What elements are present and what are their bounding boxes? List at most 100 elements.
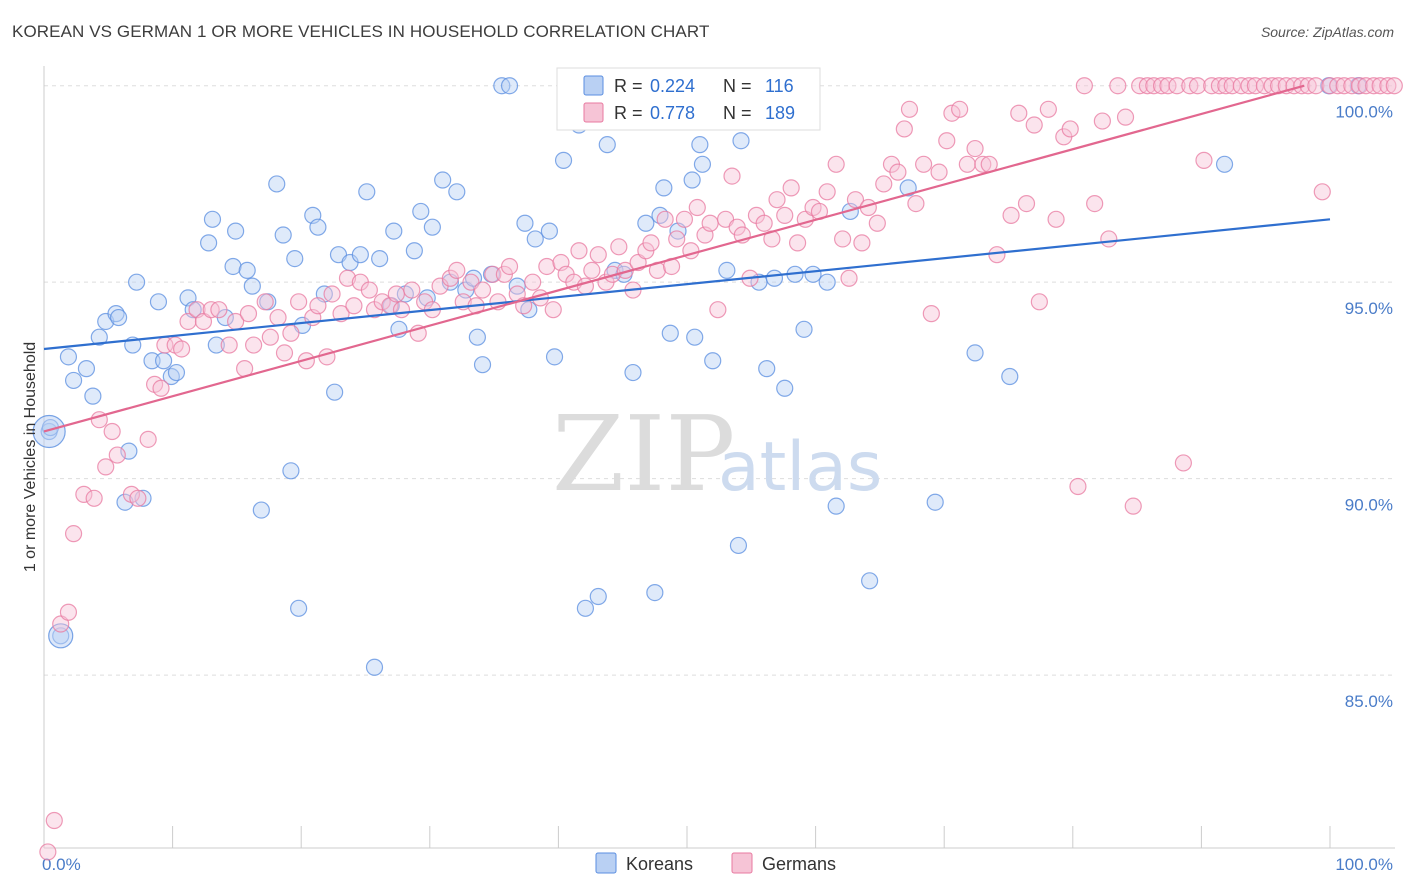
german-point bbox=[152, 379, 170, 397]
german-point bbox=[958, 155, 976, 173]
korean-point bbox=[718, 261, 736, 279]
korean-point bbox=[238, 261, 256, 279]
german-point bbox=[834, 230, 852, 248]
korean-point bbox=[84, 387, 102, 405]
german-point bbox=[360, 281, 378, 299]
korean-point bbox=[795, 320, 813, 338]
german-point bbox=[688, 198, 706, 217]
korean-point bbox=[405, 242, 423, 260]
german-point bbox=[473, 281, 492, 299]
german-point bbox=[1047, 210, 1065, 228]
legend-german-swatch bbox=[583, 102, 604, 123]
trend-lines bbox=[43, 84, 1331, 433]
german-point bbox=[1174, 454, 1192, 472]
german-point bbox=[173, 340, 191, 358]
grid-lines bbox=[44, 85, 1395, 676]
korean-point bbox=[274, 226, 292, 244]
korean-point bbox=[598, 136, 616, 154]
german-point bbox=[709, 301, 727, 319]
korean-point bbox=[243, 277, 261, 295]
german-point bbox=[1030, 293, 1048, 311]
german-point bbox=[1246, 77, 1265, 95]
german-point bbox=[875, 175, 893, 193]
y-axis-title: 1 or more Vehicles in Household bbox=[22, 342, 39, 572]
korean-point bbox=[500, 77, 519, 95]
german-points bbox=[39, 77, 1403, 861]
german-point bbox=[1039, 100, 1057, 118]
legend-korean-r-label: R = bbox=[614, 76, 643, 96]
german-point bbox=[1168, 77, 1186, 95]
chart-source: Source: ZipAtlas.com bbox=[1260, 24, 1394, 40]
korean-point bbox=[286, 250, 304, 268]
bottom-legend-german-swatch bbox=[731, 852, 753, 874]
korean-point bbox=[423, 218, 441, 236]
korean-point bbox=[59, 348, 78, 366]
korean-point bbox=[776, 379, 794, 397]
korean-point bbox=[109, 308, 128, 327]
korean-point bbox=[309, 218, 327, 236]
korean-point bbox=[683, 171, 701, 189]
korean-point bbox=[516, 214, 534, 232]
legend: R = 0.224 N = 116 R = 0.778 N = 189 bbox=[556, 67, 821, 131]
korean-point bbox=[227, 222, 245, 240]
german-point bbox=[448, 261, 466, 279]
korean-point bbox=[154, 352, 173, 370]
y-tick-label: 90.0% bbox=[1345, 496, 1393, 515]
german-point bbox=[85, 489, 103, 507]
german-point bbox=[108, 446, 126, 464]
german-point bbox=[930, 163, 948, 181]
korean-point bbox=[545, 348, 564, 366]
y-tick-labels: 85.0% 90.0% 95.0% 100.0% bbox=[1335, 103, 1393, 711]
german-point bbox=[895, 120, 913, 138]
german-point bbox=[1365, 77, 1383, 95]
german-point bbox=[275, 344, 294, 362]
korean-point bbox=[729, 536, 748, 555]
korean-point bbox=[765, 269, 784, 287]
german-point bbox=[1100, 230, 1118, 248]
korean-point bbox=[268, 175, 286, 193]
korean-point bbox=[127, 273, 146, 291]
korean-point bbox=[861, 572, 879, 590]
legend-korean-r: 0.224 bbox=[650, 76, 695, 96]
y-tick-label: 100.0% bbox=[1335, 103, 1393, 122]
german-point bbox=[723, 167, 741, 185]
german-point bbox=[818, 183, 836, 201]
german-point bbox=[1017, 194, 1036, 213]
german-point bbox=[922, 305, 940, 323]
korean-point bbox=[290, 599, 308, 617]
german-point bbox=[907, 194, 925, 213]
german-point bbox=[1002, 206, 1020, 224]
german-point bbox=[387, 285, 405, 303]
german-point bbox=[974, 155, 992, 173]
german-point bbox=[788, 234, 807, 252]
german-point bbox=[139, 430, 157, 448]
korean-point bbox=[655, 179, 673, 197]
legend-korean-n-label: N = bbox=[723, 76, 752, 96]
german-point bbox=[1075, 77, 1093, 95]
korean-point bbox=[365, 658, 384, 676]
korean-point bbox=[624, 363, 642, 382]
chart-title: KOREAN VS GERMAN 1 OR MORE VEHICLES IN H… bbox=[12, 22, 710, 41]
korean-point bbox=[77, 360, 96, 378]
korean-point bbox=[203, 210, 222, 228]
korean-point bbox=[282, 462, 300, 480]
german-point bbox=[589, 246, 607, 264]
german-point bbox=[290, 293, 308, 311]
korean-point bbox=[1001, 367, 1019, 386]
german-point bbox=[846, 191, 865, 209]
korean-point bbox=[526, 230, 544, 248]
german-point bbox=[1188, 77, 1207, 95]
german-point bbox=[1313, 183, 1331, 201]
korean-point bbox=[818, 273, 836, 291]
korean-point bbox=[589, 587, 607, 606]
german-point bbox=[39, 843, 57, 861]
german-point bbox=[755, 214, 773, 232]
german-point bbox=[675, 210, 694, 228]
watermark-zip: ZIP bbox=[552, 393, 735, 515]
german-point bbox=[45, 811, 63, 830]
german-trend-line bbox=[43, 84, 1305, 433]
german-point bbox=[1329, 77, 1347, 95]
x-tick-labels: 0.0% 100.0% bbox=[42, 855, 1393, 874]
german-point bbox=[915, 155, 933, 173]
